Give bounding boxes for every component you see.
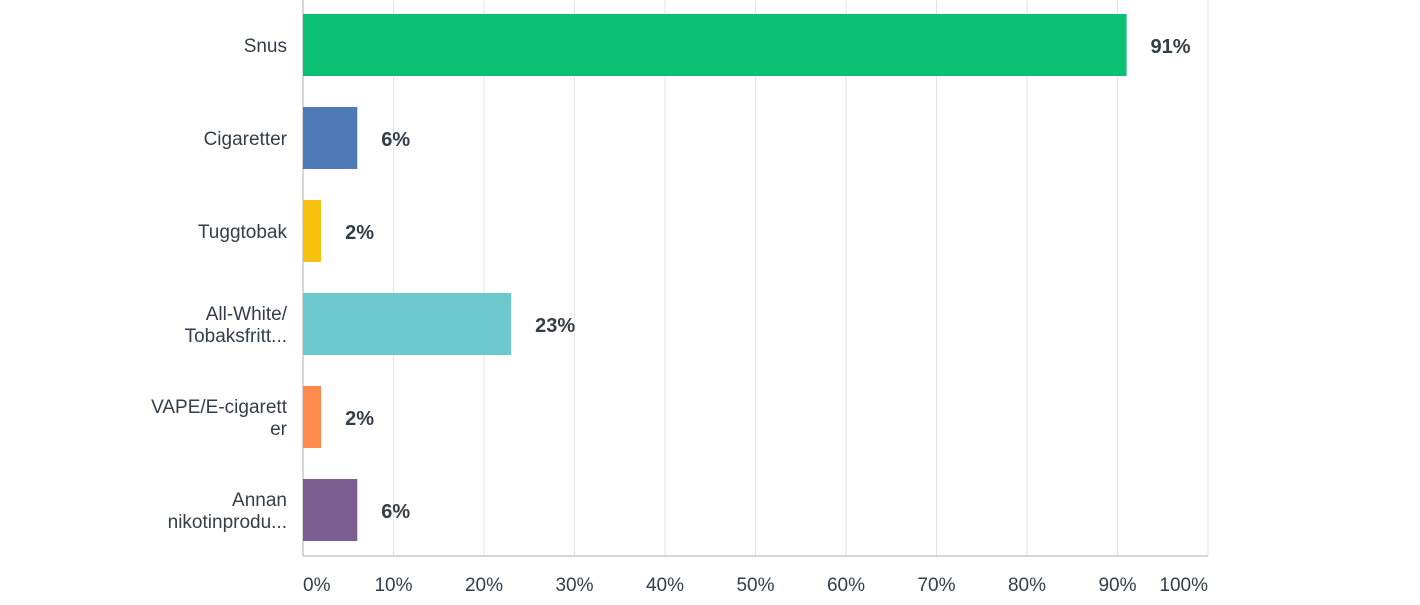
x-tick-label: 40% [646, 575, 684, 596]
category-label: All-White/ [206, 304, 288, 325]
data-label: 6% [381, 129, 410, 151]
category-label: Cigaretter [204, 129, 288, 150]
category-label: Snus [244, 36, 287, 57]
data-label: 6% [381, 501, 410, 523]
data-label: 23% [535, 315, 575, 337]
category-label: Tobaksfritt... [185, 326, 287, 347]
x-tick-label: 0% [303, 575, 331, 596]
bar [303, 107, 358, 169]
x-tick-label: 60% [827, 575, 865, 596]
x-tick-label: 50% [736, 575, 774, 596]
x-tick-label: 90% [1098, 575, 1136, 596]
x-tick-label: 10% [374, 575, 412, 596]
x-tick-label: 70% [917, 575, 955, 596]
category-label: er [270, 419, 288, 440]
bar [303, 293, 512, 355]
bar [303, 386, 322, 448]
x-tick-label: 80% [1008, 575, 1046, 596]
data-label: 2% [345, 408, 374, 430]
category-label: VAPE/E-cigarett [151, 397, 288, 418]
category-label: nikotinprodu... [168, 512, 287, 533]
x-tick-label: 20% [465, 575, 503, 596]
data-label: 2% [345, 222, 374, 244]
bar [303, 14, 1127, 76]
bar [303, 479, 358, 541]
x-tick-label: 100% [1159, 575, 1208, 596]
x-tick-label: 30% [555, 575, 593, 596]
category-label: Tuggtobak [198, 222, 288, 243]
data-label: 91% [1151, 36, 1191, 58]
category-label: Annan [232, 490, 287, 511]
bar [303, 200, 322, 262]
